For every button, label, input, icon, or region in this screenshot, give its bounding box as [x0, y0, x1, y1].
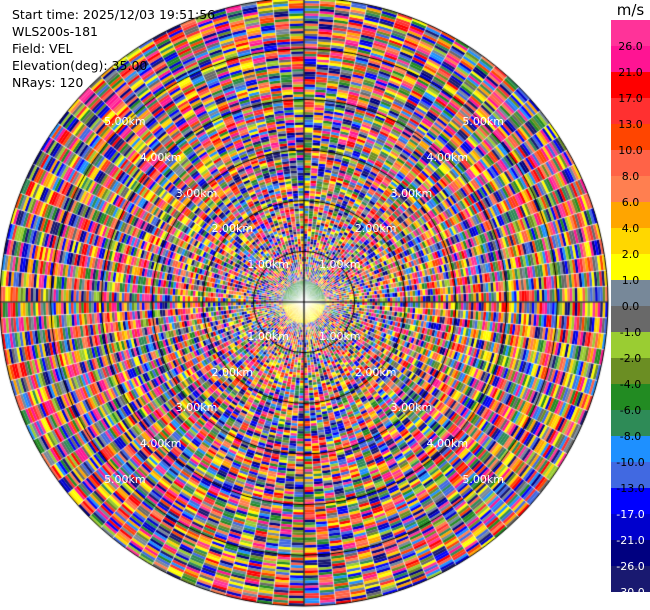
range-ring-label: 1.00km — [247, 329, 289, 343]
colorbar-box: -17.0 — [611, 488, 650, 521]
colorbar-box: 21.0 — [611, 46, 650, 79]
colorbar-tick-label: 0.0 — [621, 300, 640, 313]
colorbar-tick-label: -17.0 — [616, 508, 645, 521]
colorbar-box: -2.0 — [611, 332, 650, 365]
colorbar-tick-label: 21.0 — [618, 66, 643, 79]
colorbar-box: -10.0 — [611, 436, 650, 469]
range-ring-label: 5.00km — [462, 473, 504, 487]
colorbar-tick-label: -30.0 — [616, 586, 645, 599]
colorbar-box: 26.0 — [611, 20, 650, 53]
colorbar-box: -21.0 — [611, 514, 650, 547]
colorbar-tick-label: 17.0 — [618, 92, 643, 105]
colorbar-box: 10.0 — [611, 124, 650, 157]
colorbar-tick-label: 10.0 — [618, 144, 643, 157]
field-label: Field: VEL — [12, 41, 73, 56]
colorbar-tick-label: 1.0 — [621, 274, 640, 287]
colorbar-tick-label: -26.0 — [616, 560, 645, 573]
colorbar-tick-label: -2.0 — [619, 352, 642, 365]
colorbar-unit-label: m/s — [616, 1, 645, 19]
elevation-label: Elevation(deg): 35.00 — [12, 58, 148, 73]
start-time-label: Start time: 2025/12/03 19:51:56 — [12, 7, 216, 22]
colorbar-box: 2.0 — [611, 228, 650, 261]
nrays-label: NRays: 120 — [12, 75, 84, 90]
colorbar-box: -13.0 — [611, 462, 650, 495]
colorbar-tick-label: 26.0 — [618, 40, 643, 53]
colorbar-tick-label: 13.0 — [618, 118, 643, 131]
colorbar-tick-label: -10.0 — [616, 456, 645, 469]
colorbar-box: -1.0 — [611, 306, 650, 339]
colorbar-tick-label: -21.0 — [616, 534, 645, 547]
colorbar-box: 17.0 — [611, 72, 650, 105]
instrument-label: WLS200s-181 — [12, 24, 98, 39]
colorbar-box: 6.0 — [611, 176, 650, 209]
colorbar-box: 4.0 — [611, 202, 650, 235]
range-ring-label: 4.00km — [426, 437, 469, 451]
colorbar-tick-label: 4.0 — [621, 222, 640, 235]
colorbar-box: -6.0 — [611, 384, 650, 417]
colorbar-box: 13.0 — [611, 98, 650, 131]
ppi-velocity-plot — [0, 0, 611, 610]
colorbar-tick-label: -6.0 — [619, 404, 642, 417]
velocity-colorbar: m/s 26.0 21.0 17.0 13.0 10.0 8.0 6.0 4.0 2.0 1.0 0… — [611, 0, 650, 610]
colorbar-tick-label: -1.0 — [619, 326, 642, 339]
colorbar-box: -26.0 — [611, 540, 650, 573]
range-ring-label: 1.00km — [319, 258, 361, 272]
range-ring-label: 2.00km — [354, 222, 397, 236]
colorbar-box: 8.0 — [611, 150, 650, 183]
range-ring-label: 3.00km — [390, 401, 433, 415]
colorbar-tick-label: 8.0 — [621, 170, 640, 183]
range-ring-label: 5.00km — [104, 473, 146, 487]
colorbar-tick-label: -4.0 — [619, 378, 642, 391]
range-ring-label: 2.00km — [211, 222, 254, 236]
range-ring-label: 3.00km — [175, 401, 218, 415]
range-ring-label: 5.00km — [104, 114, 146, 128]
colorbar-tick-label: -8.0 — [619, 430, 642, 443]
colorbar-tick-label: -13.0 — [616, 482, 645, 495]
colorbar-box: -8.0 — [611, 410, 650, 443]
colorbar-tick-label: 6.0 — [621, 196, 640, 209]
plot-info-panel: Start time: 2025/12/03 19:51:56 WLS200s-… — [12, 6, 215, 91]
range-ring-label: 5.00km — [462, 114, 504, 128]
range-ring-label: 3.00km — [390, 186, 433, 200]
colorbar-box: 1.0 — [611, 254, 650, 287]
range-ring-label: 4.00km — [139, 150, 182, 164]
range-ring-label: 1.00km — [319, 329, 361, 343]
range-ring-label: 4.00km — [426, 150, 469, 164]
range-ring-label: 1.00km — [247, 258, 289, 272]
range-ring-label: 2.00km — [354, 365, 397, 379]
colorbar-box: -30.0 — [611, 566, 650, 599]
range-ring-label: 2.00km — [211, 365, 254, 379]
colorbar-boxes: 26.0 21.0 17.0 13.0 10.0 8.0 6.0 4.0 2.0 1.0 0.0 -1… — [611, 20, 650, 599]
range-ring-label: 3.00km — [175, 186, 218, 200]
range-ring-label: 4.00km — [139, 437, 182, 451]
colorbar-box: -4.0 — [611, 358, 650, 391]
colorbar-tick-label: 2.0 — [621, 248, 640, 261]
colorbar-box: 0.0 — [611, 280, 650, 313]
